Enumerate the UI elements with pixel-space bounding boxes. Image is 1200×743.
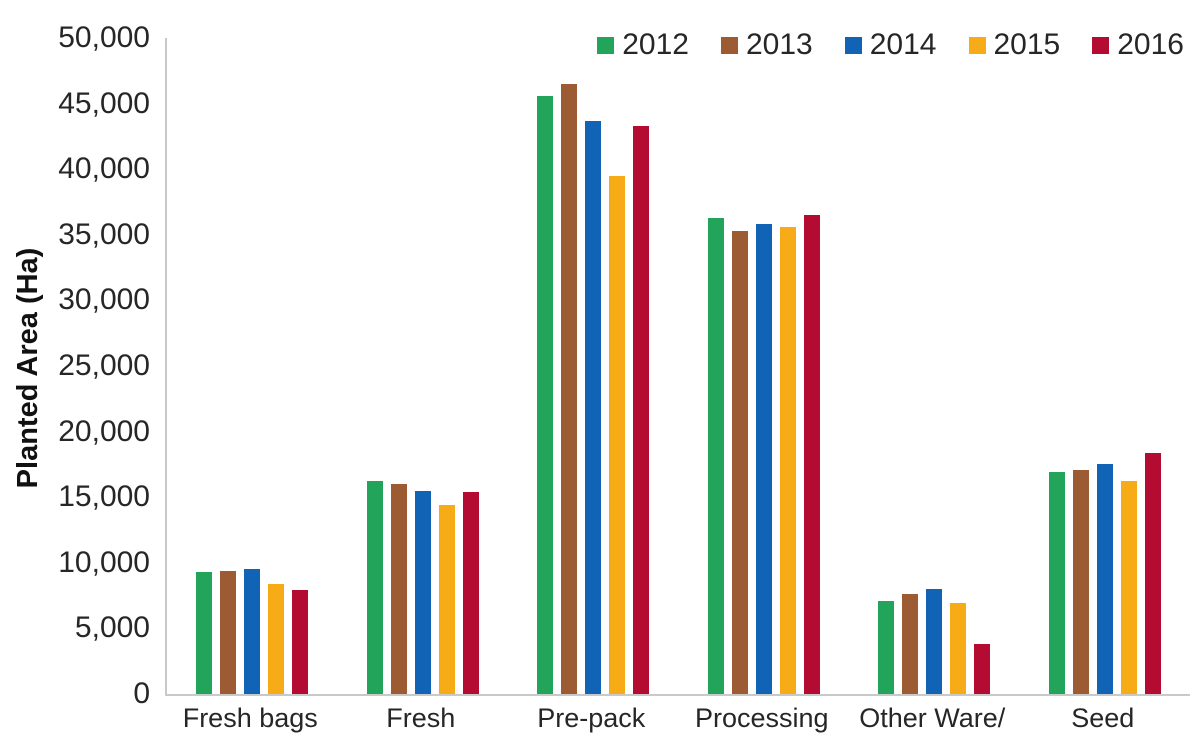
bar-groups — [167, 38, 1190, 694]
x-category-label: Pre-pack — [537, 703, 646, 733]
bar-group — [1020, 38, 1191, 694]
bar-group — [338, 38, 509, 694]
y-tick-label: 45,000 — [58, 86, 150, 120]
bar-group — [849, 38, 1020, 694]
legend-label: 2012 — [622, 28, 689, 61]
y-tick-label: 35,000 — [58, 217, 150, 251]
legend-item: 2013 — [721, 28, 813, 62]
bar — [292, 590, 309, 694]
bar — [268, 583, 285, 694]
bar — [633, 125, 650, 694]
bar — [731, 230, 748, 694]
x-category-label: Fresh bags — [182, 703, 318, 733]
legend-swatch-icon — [844, 36, 862, 54]
bar — [878, 600, 895, 694]
x-axis-category-labels: Fresh bags Fresh Pre-pack Processing Other W… — [165, 703, 1188, 734]
bar — [366, 481, 383, 694]
legend-label: 2014 — [869, 28, 937, 61]
legend-item: 2015 — [968, 28, 1061, 62]
x-category-label: Seed — [1071, 703, 1135, 733]
bar — [414, 490, 431, 694]
bar-group — [679, 38, 850, 694]
bar-group — [167, 38, 338, 694]
legend-label: 2016 — [1117, 28, 1184, 61]
bar — [585, 120, 602, 694]
bar — [438, 505, 455, 694]
y-tick-label: 25,000 — [58, 349, 150, 382]
y-tick-label: 15,000 — [58, 480, 150, 514]
legend: 2012 2013 2014 2015 2016 — [597, 28, 1184, 62]
y-tick-label: 30,000 — [58, 283, 150, 317]
bar — [1120, 481, 1137, 694]
x-category-label: Fresh — [386, 703, 456, 733]
bar — [609, 175, 626, 694]
legend-swatch-icon — [597, 36, 615, 54]
legend-item: 2016 — [1092, 28, 1184, 62]
bar — [1048, 472, 1065, 694]
legend-item: 2012 — [597, 28, 689, 62]
bar — [462, 491, 479, 694]
y-tick-label: 40,000 — [58, 152, 150, 186]
y-tick-label: 10,000 — [58, 545, 150, 579]
bar — [561, 83, 578, 694]
y-tick-label: 20,000 — [58, 414, 150, 448]
plot-area — [165, 38, 1190, 696]
bar — [974, 644, 991, 694]
legend-swatch-icon — [968, 36, 986, 54]
legend-item: 2014 — [844, 28, 937, 62]
bar — [1072, 469, 1089, 694]
x-category-label: Processing — [694, 703, 829, 733]
bar — [926, 589, 943, 694]
bar — [220, 570, 237, 694]
y-tick-label: 5,000 — [74, 611, 150, 645]
bar-group — [508, 38, 679, 694]
bar — [707, 217, 724, 694]
bar — [755, 224, 772, 694]
bar — [779, 226, 796, 694]
bar — [196, 571, 213, 694]
legend-label: 2013 — [746, 28, 813, 61]
legend-label: 2015 — [993, 28, 1061, 61]
legend-swatch-icon — [721, 36, 738, 54]
bar — [244, 569, 261, 694]
bar — [390, 484, 407, 694]
bar — [902, 594, 919, 694]
bar — [537, 95, 554, 694]
x-category-label: Other Ware/ — [859, 703, 1006, 733]
bar — [1096, 464, 1113, 694]
legend-swatch-icon — [1092, 36, 1110, 54]
bar — [1144, 452, 1161, 694]
bar — [803, 215, 820, 694]
bar — [950, 603, 967, 694]
y-tick-label: 0 — [133, 677, 150, 710]
y-tick-label: 50,000 — [58, 21, 150, 54]
